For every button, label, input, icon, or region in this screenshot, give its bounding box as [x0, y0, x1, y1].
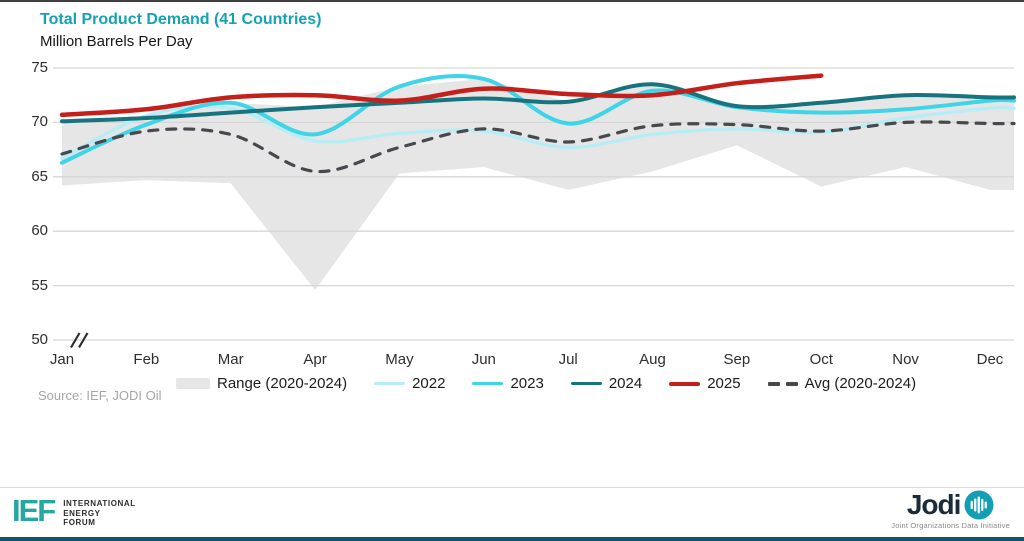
legend-item-2023: 2023 — [472, 375, 544, 392]
footer-divider — [0, 487, 1024, 488]
top-border — [0, 0, 1024, 2]
y-axis-tick-label: 70 — [31, 113, 48, 131]
series-line-2025 — [59, 73, 824, 118]
x-axis-month-label: Dec — [976, 351, 1004, 368]
ief-logo-caption: INTERNATIONAL ENERGY FORUM — [63, 496, 136, 528]
bar-chart-circle-icon — [964, 490, 994, 520]
series-line-2023 — [60, 74, 1016, 165]
legend-swatch — [176, 378, 210, 389]
x-axis-month-label: Mar — [217, 351, 244, 368]
range-band — [62, 78, 1014, 291]
legend-label: 2022 — [412, 375, 446, 392]
x-axis-month-label: Aug — [639, 351, 666, 368]
y-axis-tick-label: 60 — [31, 222, 48, 240]
chart-legend: Range (2020-2024) 2022 2023 2024 2025 Avg (20… — [176, 375, 916, 392]
y-axis-tick-label: 65 — [31, 167, 48, 185]
series-line-avg-2020-2024 — [60, 120, 1016, 174]
ief-caption-line: INTERNATIONAL — [63, 499, 136, 508]
legend-swatch — [472, 381, 504, 386]
ief-caption-line: ENERGY — [63, 508, 101, 518]
y-axis-break-icon — [70, 332, 81, 349]
legend-swatch — [570, 381, 602, 386]
ief-caption-line: FORUM — [63, 518, 96, 527]
x-axis-month-label: Jul — [558, 351, 578, 368]
source-note: Source: IEF, JODI Oil — [38, 388, 162, 403]
legend-item-2025: 2025 — [669, 375, 741, 392]
jodi-logo-text: Jodi — [906, 489, 962, 520]
x-axis-month-label: Jun — [471, 351, 496, 368]
legend-label: Range (2020-2024) — [217, 375, 348, 392]
x-axis-month-label: Jan — [49, 351, 75, 368]
x-axis-month-label: Oct — [809, 351, 833, 368]
series-line-2024 — [60, 82, 1016, 124]
legend-item-2022: 2022 — [374, 375, 445, 392]
x-axis-month-label: Sep — [723, 351, 751, 368]
legend-label: 2023 — [510, 375, 544, 392]
legend-swatch — [374, 382, 406, 385]
y-axis-break-icon — [78, 332, 89, 349]
y-axis-tick-label: 75 — [31, 59, 48, 76]
legend-label: 2025 — [707, 375, 741, 392]
x-axis-month-label: May — [385, 351, 414, 368]
legend-item-avg-2020-2024: Avg (2020-2024) — [767, 375, 917, 392]
footer-bar — [0, 537, 1024, 541]
x-axis-month-label: Apr — [303, 351, 327, 368]
legend-item-range-2020-2024: Range (2020-2024) — [176, 375, 347, 392]
legend-swatch — [669, 381, 701, 386]
line-chart — [53, 67, 1016, 349]
legend-swatch — [767, 381, 798, 386]
x-axis-month-label: Feb — [133, 351, 160, 368]
legend-item-2024: 2024 — [570, 375, 643, 392]
chart-subtitle: Million Barrels Per Day — [40, 33, 193, 50]
chart-title: Total Product Demand (41 Countries) — [40, 11, 322, 28]
y-axis-tick-label: 55 — [31, 276, 48, 294]
jodi-logo: Jodi Joint Organizations Data Initiative — [891, 489, 1010, 531]
y-axis-tick-label: 50 — [31, 331, 48, 348]
legend-label: Avg (2020-2024) — [804, 375, 917, 392]
x-axis-month-label: Nov — [892, 351, 919, 368]
series-line-2022 — [60, 104, 1016, 161]
legend-label: 2024 — [608, 375, 643, 392]
jodi-tagline: Joint Organizations Data Initiative — [891, 521, 1010, 530]
ief-logo: IEF INTERNATIONAL ENERGY FORUM — [12, 493, 136, 528]
ief-logo-text: IEF — [12, 493, 56, 528]
